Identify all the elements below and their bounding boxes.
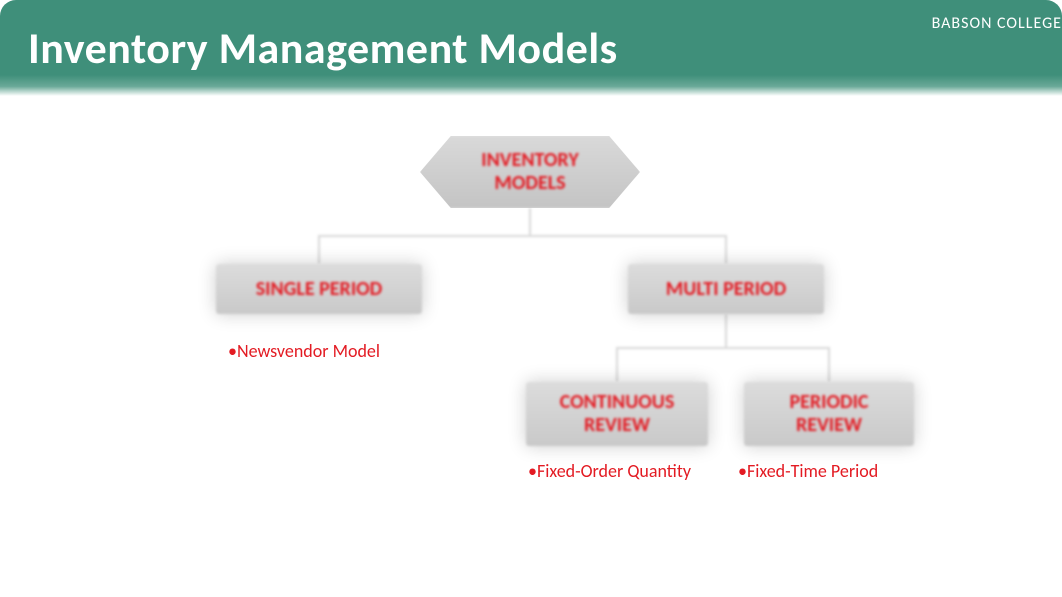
node-periodic-review: PERIODIC REVIEW [744, 382, 914, 446]
node-cont-line1: CONTINUOUS [560, 390, 675, 414]
node-multi-period: MULTI PERIOD [628, 264, 824, 314]
bullet-fixed-order: •Fixed-Order Quantity [528, 460, 691, 482]
node-root-line2: MODELS [494, 171, 565, 195]
slide-title: Inventory Management Models [28, 21, 618, 75]
slide-header: Inventory Management Models BABSON COLLE… [0, 0, 1062, 96]
node-per-line1: PERIODIC [789, 390, 868, 414]
node-per-line2: REVIEW [796, 413, 862, 437]
node-root: INVENTORY MODELS [420, 136, 640, 208]
bullet-newsvendor: •Newsvendor Model [228, 340, 380, 362]
node-single-label: SINGLE PERIOD [256, 277, 383, 301]
node-single-period: SINGLE PERIOD [216, 264, 422, 314]
slide: Inventory Management Models BABSON COLLE… [0, 0, 1062, 597]
node-cont-line2: REVIEW [584, 413, 650, 437]
node-per-label: PERIODIC REVIEW [789, 391, 868, 437]
node-root-label: INVENTORY MODELS [481, 149, 578, 195]
node-cont-label: CONTINUOUS REVIEW [560, 391, 675, 437]
brand-label: BABSON COLLEGE [932, 14, 1062, 33]
node-continuous-review: CONTINUOUS REVIEW [526, 382, 708, 446]
node-root-line1: INVENTORY [481, 148, 578, 172]
node-multi-label: MULTI PERIOD [666, 277, 786, 301]
bullet-fixed-time: •Fixed-Time Period [738, 460, 878, 482]
